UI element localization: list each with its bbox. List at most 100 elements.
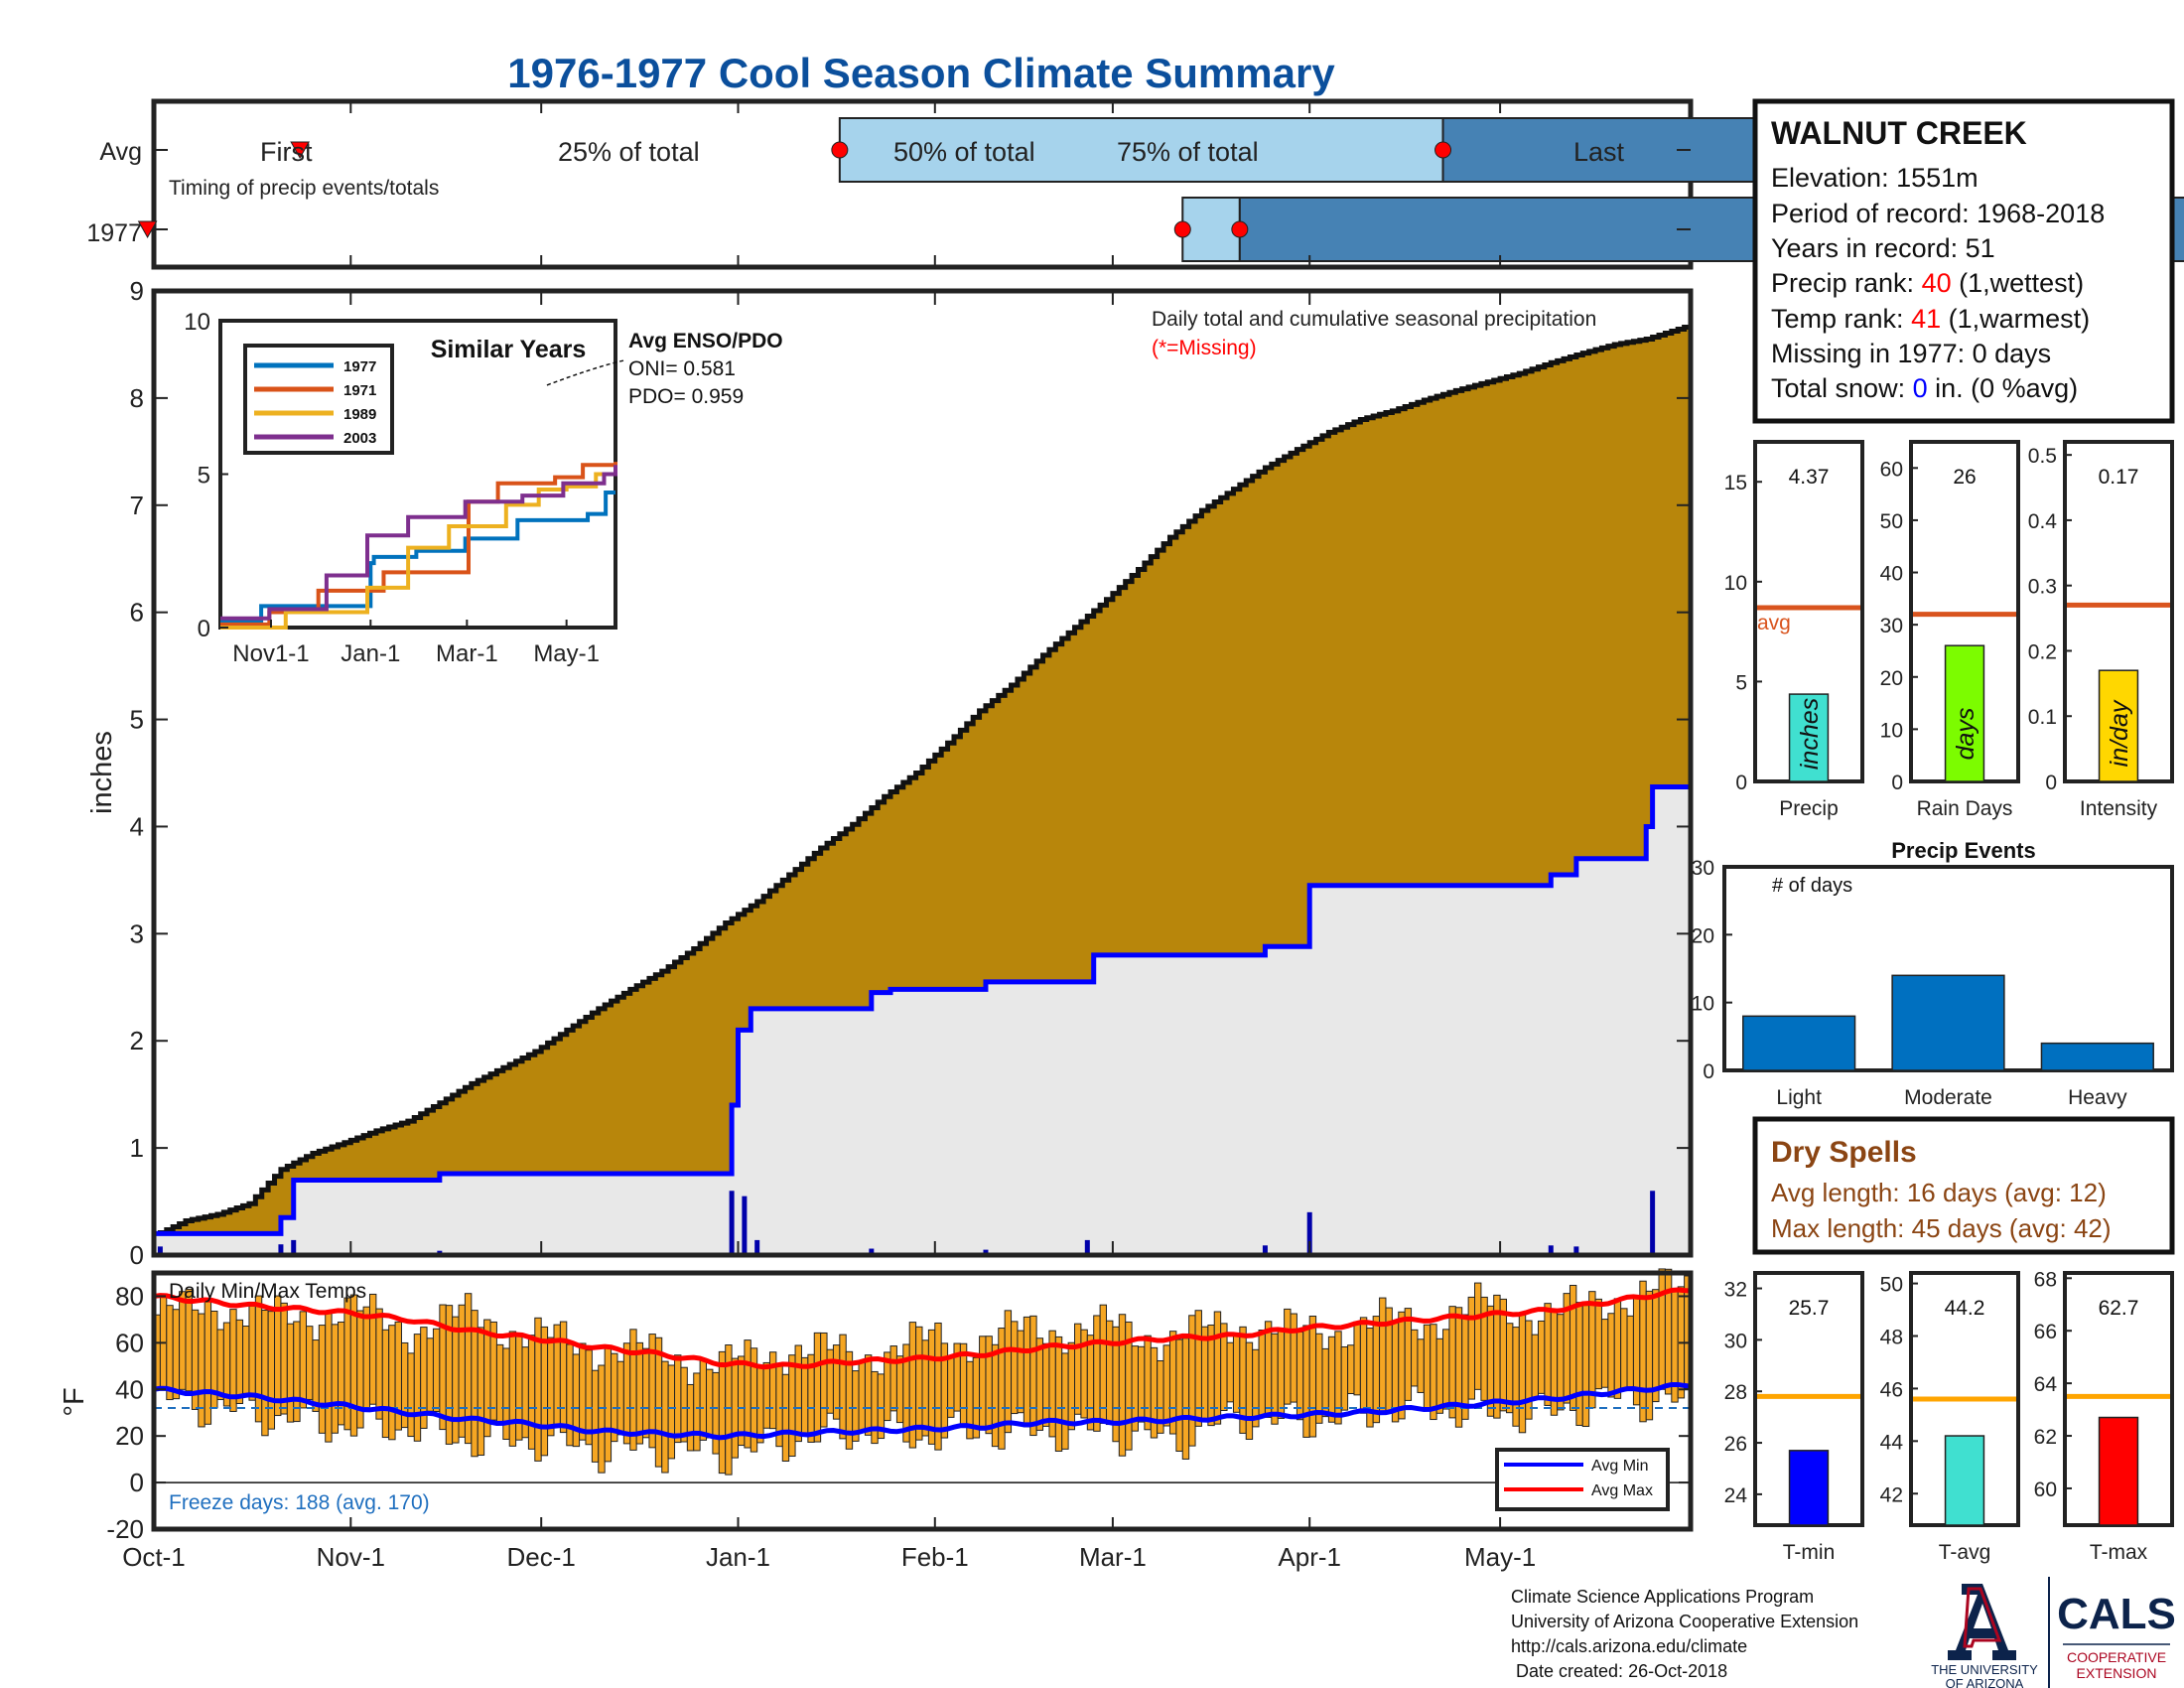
temp-bar-236 (1652, 1289, 1660, 1403)
precip-annotation-missing: (*=Missing) (1152, 337, 1257, 359)
temp-bar-19 (274, 1295, 282, 1417)
mini-ytick-label-raindays-0: 0 (1891, 772, 1903, 794)
temp-bar-44 (432, 1328, 441, 1412)
temp-bar-162 (1181, 1337, 1190, 1460)
inset-legend-label-1977: 1977 (343, 358, 376, 375)
temp-bar-229 (1607, 1313, 1615, 1398)
temp-bar-215 (1518, 1313, 1527, 1434)
temp-bar-15 (248, 1305, 256, 1401)
inset-ytick-label-0: 0 (198, 616, 210, 642)
temps-legend-box (1495, 1448, 1670, 1511)
precip-y-label: inches (86, 731, 118, 814)
temp-bar-95 (756, 1367, 764, 1444)
temp-bar-67 (579, 1342, 587, 1441)
temp-bar-179 (1290, 1313, 1297, 1403)
mini-ytick-label-tavg-3: 48 (1880, 1327, 1903, 1349)
mini-bar-intensity (2098, 669, 2139, 782)
mini-bar-tmax (2098, 1416, 2139, 1526)
temp-bar-73 (616, 1360, 624, 1436)
temp-bar-89 (718, 1350, 727, 1475)
timing-1977-box-25-50 (1181, 197, 1241, 262)
temps-ytick-label-1: 0 (130, 1468, 144, 1497)
temp-bar-155 (1137, 1345, 1146, 1423)
mini-ytick-label-tmax-0: 60 (2034, 1478, 2057, 1501)
mini-ytick-label-raindays-1: 10 (1880, 719, 1903, 742)
mini-ytick-label-precip-0: 0 (1735, 772, 1747, 794)
temp-bar-213 (1505, 1323, 1514, 1414)
temp-bar-28 (331, 1324, 340, 1434)
temp-bar-30 (343, 1297, 351, 1431)
inset-legend: 1977 1971 1989 2003 (254, 358, 376, 447)
dry-spells-avg: Avg length: 16 days (avg: 12) (1771, 1178, 2107, 1207)
temp-bar-13 (235, 1319, 244, 1404)
temp-bar-91 (731, 1357, 739, 1459)
mini-value-raindays: 26 (1953, 466, 1976, 489)
daily-precip-bar-10 (1262, 1245, 1268, 1255)
temp-bar-149 (1099, 1304, 1108, 1424)
inset-series-1989-line (220, 471, 617, 630)
daily-precip-bar-14 (1650, 1191, 1656, 1255)
mini-ytick-label-intensity-4: 0.4 (2028, 510, 2058, 533)
season-x-axis: Oct-1 Nov-1 Dec-1 Jan-1 Feb-1 Mar-1 Apr-1 May-1 (122, 1517, 1536, 1572)
mini-ytick-label-raindays-3: 30 (1880, 615, 1903, 637)
legend-avg-min: Avg Min (1591, 1458, 1649, 1475)
station-period: Period of record: 1968-2018 (1771, 199, 2105, 228)
inset-series-1977-line (220, 491, 615, 624)
temp-bar-159 (1162, 1344, 1170, 1427)
temp-bar-101 (794, 1344, 802, 1443)
dry-spells-title: Dry Spells (1771, 1136, 1917, 1169)
temp-bar-62 (547, 1336, 555, 1437)
mini-chart-tmin: 24 26 28 30 32 25.7 T-min (1724, 1271, 1864, 1564)
station-temp-rank: Temp rank: 41 (1,warmest) (1771, 304, 2090, 334)
timing-caption: Timing of precip events/totals (169, 177, 439, 200)
season-xtick-label-1: Nov-1 (317, 1542, 385, 1572)
season-xtick-label-7: May-1 (1464, 1542, 1536, 1572)
station-elevation: Elevation: 1551m (1771, 163, 1979, 193)
temp-bar-7 (198, 1313, 205, 1428)
temp-bar-26 (318, 1325, 327, 1434)
precip-frame (151, 288, 1694, 1258)
temp-bar-102 (800, 1356, 809, 1437)
temp-bar-81 (667, 1364, 676, 1460)
temp-bar-132 (991, 1343, 1000, 1448)
pdo-value: PDO= 0.959 (628, 385, 744, 408)
precip-ytick-label-5: 5 (130, 705, 144, 735)
temp-bar-238 (1664, 1268, 1673, 1395)
daily-precip-bar-8 (983, 1249, 989, 1255)
temp-bar-135 (1011, 1321, 1019, 1415)
temp-bar-134 (1004, 1310, 1013, 1434)
events-title: Precip Events (1891, 838, 2036, 863)
events-label-heavy: Heavy (2068, 1086, 2127, 1109)
temp-bar-54 (495, 1343, 504, 1425)
temp-bar-133 (998, 1328, 1006, 1450)
temp-bar-217 (1531, 1334, 1539, 1400)
precip-ytick-label-3: 3 (130, 918, 144, 948)
mini-chart-tavg: 42 44 46 48 50 44.2 T-avg (1880, 1271, 2020, 1564)
footer-line-1: Climate Science Applications Program (1511, 1587, 1814, 1607)
temp-bar-218 (1537, 1320, 1546, 1394)
mini-ytick-label-tmin-1: 26 (1724, 1433, 1747, 1456)
temp-bar-111 (858, 1360, 866, 1433)
daily-precip-bar-7 (869, 1248, 875, 1255)
temp-bar-4 (179, 1291, 187, 1390)
timing-label-p75: 75% of total (1117, 137, 1259, 167)
mini-unit-precip: inches (1796, 698, 1824, 770)
timing-marker-p50-avg (1434, 141, 1452, 159)
1977-cumulative-area (154, 786, 1691, 1255)
temp-bar-198 (1411, 1329, 1419, 1387)
mini-value-intensity: 0.17 (2099, 466, 2139, 489)
temp-bar-193 (1379, 1297, 1387, 1413)
temp-bar-145 (1074, 1323, 1082, 1415)
daily-precip-bar-11 (1306, 1211, 1312, 1255)
daily-precip-bar-2 (291, 1239, 297, 1255)
dry-spells-max: Max length: 45 days (avg: 42) (1771, 1213, 2112, 1243)
station-name: WALNUT CREEK (1771, 115, 2027, 151)
season-xtick-label-0: Oct-1 (122, 1542, 186, 1572)
ua-line-1: THE UNIVERSITY (1931, 1662, 2038, 1677)
temps-y-ticks: -20 0 20 40 60 80 (106, 1281, 1691, 1544)
daily-precip-bar-6 (754, 1239, 760, 1255)
temp-bar-80 (661, 1360, 669, 1474)
mini-label-tmin: T-min (1783, 1541, 1836, 1564)
inset-legend-label-1971: 1971 (343, 382, 376, 399)
timing-row-label-1977: 1977 (86, 219, 142, 247)
